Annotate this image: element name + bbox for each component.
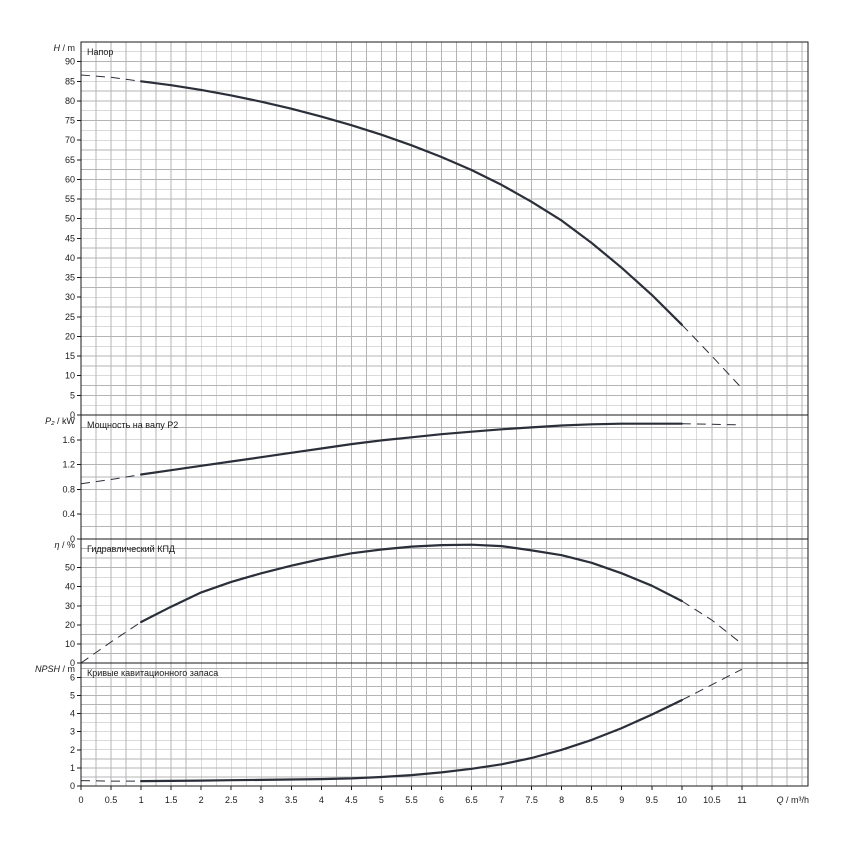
curve-operating	[140, 80, 683, 326]
x-tick-label: 6.5	[465, 795, 478, 805]
y-tick-label: 0	[70, 658, 75, 668]
panel-title: Мощность на валу P2	[87, 420, 178, 430]
y-tick-label: 80	[65, 96, 75, 106]
curve-operating	[140, 543, 683, 624]
panel-title: Напор	[87, 47, 113, 57]
x-tick-label: 7.5	[525, 795, 538, 805]
y-tick-label: 50	[65, 214, 75, 224]
y-tick-label: 2	[70, 745, 75, 755]
x-tick-label: 4	[319, 795, 324, 805]
panel-frame	[80, 538, 809, 664]
x-tick-label: 1	[139, 795, 144, 805]
y-tick-label: 25	[65, 312, 75, 322]
curve-extrapolated	[80, 74, 142, 82]
y-tick-label: 40	[65, 253, 75, 263]
grid-layer	[80, 42, 808, 787]
y-tick-label: 50	[65, 563, 75, 573]
x-tick-label: 10.5	[703, 795, 721, 805]
y-tick-label: 30	[65, 601, 75, 611]
y-axis-label: H / m	[54, 43, 76, 53]
x-axis-label: Q / m³/h	[776, 795, 809, 805]
curve-operating	[140, 422, 683, 476]
curve-extrapolated	[80, 621, 142, 664]
y-axis-label: η / %	[54, 540, 75, 550]
x-tick-label: 7	[499, 795, 504, 805]
y-tick-label: 4	[70, 709, 75, 719]
panel-title: Кривые кавитационного запаса	[87, 668, 218, 678]
x-tick-label: 0	[78, 795, 83, 805]
x-tick-label: 1.5	[165, 795, 178, 805]
curve-extrapolated	[681, 668, 743, 701]
curve-extrapolated	[681, 600, 743, 645]
curve-extrapolated	[80, 474, 142, 485]
y-tick-label: 10	[65, 371, 75, 381]
x-tick-label: 11	[737, 795, 746, 805]
curve-operating	[140, 699, 683, 783]
y-tick-label: 1.6	[62, 435, 75, 445]
y-tick-label: 1.2	[62, 460, 75, 470]
curve-layer	[80, 74, 743, 783]
y-tick-label: 6	[70, 672, 75, 682]
x-tick-label: 3	[259, 795, 264, 805]
x-tick-label: 8	[559, 795, 564, 805]
y-tick-label: 70	[65, 135, 75, 145]
curve-extrapolated	[80, 780, 142, 782]
y-tick-label: 15	[65, 351, 75, 361]
x-tick-label: 0.5	[105, 795, 118, 805]
y-tick-label: 55	[65, 194, 75, 204]
y-tick-label: 20	[65, 620, 75, 630]
y-tick-label: 0.8	[62, 484, 75, 494]
frame-layer	[77, 41, 809, 790]
y-tick-label: 60	[65, 174, 75, 184]
y-tick-label: 0	[70, 534, 75, 544]
x-tick-label: 5	[379, 795, 384, 805]
y-tick-label: 0	[70, 410, 75, 420]
label-layer: 051015202530354045505560657075808590Напо…	[35, 43, 809, 805]
y-tick-label: 35	[65, 273, 75, 283]
y-tick-label: 5	[70, 390, 75, 400]
panel-title: Гидравлический КПД	[87, 544, 175, 554]
x-tick-label: 2.5	[225, 795, 238, 805]
y-tick-label: 90	[65, 57, 75, 67]
x-tick-label: 9	[619, 795, 624, 805]
x-tick-label: 4.5	[345, 795, 358, 805]
x-tick-label: 9.5	[646, 795, 659, 805]
x-tick-label: 6	[439, 795, 444, 805]
y-tick-label: 75	[65, 116, 75, 126]
y-tick-label: 40	[65, 582, 75, 592]
x-tick-label: 10	[677, 795, 687, 805]
x-tick-label: 3.5	[285, 795, 298, 805]
y-tick-label: 3	[70, 727, 75, 737]
x-tick-label: 2	[199, 795, 204, 805]
y-tick-label: 1	[70, 763, 75, 773]
y-tick-label: 5	[70, 691, 75, 701]
y-tick-label: 65	[65, 155, 75, 165]
x-tick-label: 8.5	[585, 795, 598, 805]
y-tick-label: 10	[65, 639, 75, 649]
y-tick-label: 30	[65, 292, 75, 302]
curve-extrapolated	[681, 423, 742, 426]
y-tick-label: 0	[70, 781, 75, 791]
y-tick-label: 85	[65, 76, 75, 86]
y-axis-label: NPSH / m	[35, 664, 75, 674]
x-tick-label: 5.5	[405, 795, 418, 805]
y-tick-label: 45	[65, 233, 75, 243]
y-axis-label: P₂ / kW	[45, 416, 75, 426]
y-tick-label: 20	[65, 331, 75, 341]
y-tick-label: 0.4	[62, 509, 75, 519]
